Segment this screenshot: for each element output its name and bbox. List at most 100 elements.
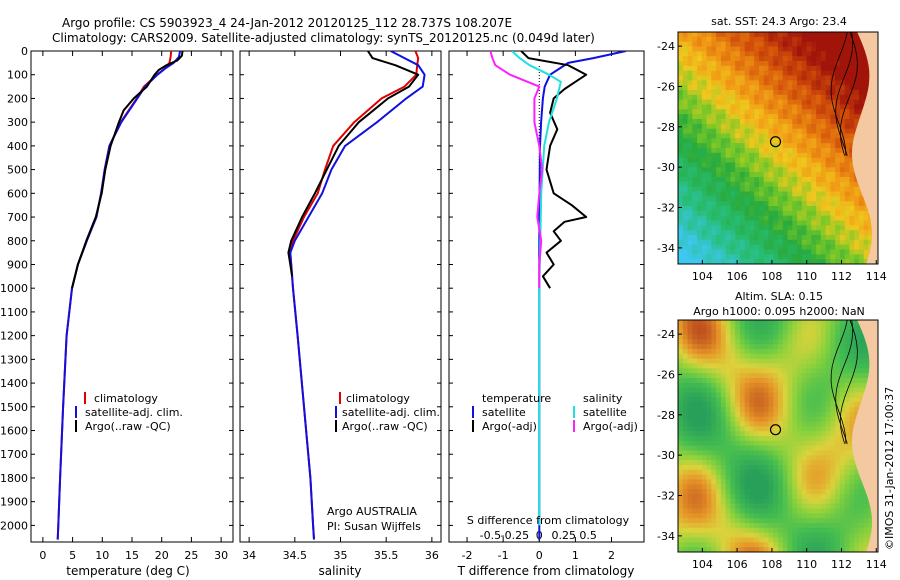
map-cell — [816, 114, 822, 120]
map-cell — [778, 90, 784, 96]
map-cell — [768, 450, 774, 456]
map-cell — [792, 167, 798, 173]
map-cell — [787, 51, 793, 57]
map-cell — [687, 249, 693, 255]
map-cell — [749, 230, 755, 236]
sst-map-title: sat. SST: 24.3 Argo: 23.4 — [711, 15, 847, 28]
map-cell — [773, 320, 779, 326]
map-cell — [697, 494, 703, 500]
map-cell — [744, 75, 751, 81]
map-cell — [773, 167, 779, 173]
map-cell — [839, 65, 846, 72]
map-cell — [868, 235, 874, 241]
map-cell — [768, 172, 774, 178]
lon-tick-label: 106 — [727, 270, 748, 283]
map-cell — [758, 523, 765, 529]
map-cell — [730, 320, 736, 326]
map-cell — [830, 469, 836, 476]
map-cell — [773, 407, 779, 413]
map-cell — [739, 56, 746, 62]
map-cell — [735, 440, 741, 447]
map-cell — [739, 85, 746, 91]
map-cell — [763, 215, 770, 222]
map-cell — [711, 249, 717, 255]
map-cell — [716, 542, 722, 548]
map-cell — [787, 421, 793, 427]
map-cell — [801, 56, 808, 62]
map-cell — [749, 527, 755, 534]
map-cell — [849, 349, 855, 355]
map-cell — [692, 349, 698, 355]
map-cell — [816, 138, 822, 144]
map-cell — [739, 349, 746, 355]
map-cell — [682, 368, 689, 374]
map-cell — [763, 373, 770, 379]
map-cell — [820, 479, 827, 485]
map-cell — [730, 426, 736, 432]
map-cell — [682, 334, 689, 340]
map-cell — [682, 220, 689, 226]
map-cell — [739, 436, 746, 442]
map-cell — [830, 32, 836, 38]
map-cell — [701, 397, 708, 403]
map-cell — [716, 407, 722, 413]
map-cell — [682, 32, 689, 38]
map-cell — [787, 426, 793, 432]
map-cell — [749, 181, 755, 188]
map-cell — [839, 358, 846, 365]
map-cell — [701, 426, 708, 432]
map-cell — [782, 181, 789, 188]
map-cell — [820, 465, 827, 471]
map-cell — [706, 109, 712, 115]
map-cell — [820, 349, 827, 355]
map-cell — [825, 36, 831, 43]
map-cell — [739, 450, 746, 456]
map-cell — [716, 498, 722, 505]
map-cell — [801, 32, 808, 38]
map-cell — [816, 254, 822, 260]
map-cell — [697, 157, 703, 164]
map-cell — [797, 99, 803, 106]
map-cell — [725, 109, 731, 115]
map-cell — [735, 172, 741, 178]
map-cell — [682, 498, 689, 505]
map-cell — [778, 324, 784, 331]
map-cell — [830, 460, 836, 466]
map-cell — [758, 235, 765, 241]
map-cell — [773, 235, 779, 241]
map-cell — [830, 56, 836, 62]
map-cell — [744, 402, 751, 408]
map-cell — [825, 56, 831, 62]
map-cell — [797, 196, 803, 202]
map-cell — [749, 148, 755, 154]
map-cell — [701, 61, 708, 67]
x-tick-label: -2 — [462, 549, 473, 562]
map-cell — [730, 133, 736, 139]
map-cell — [725, 537, 731, 543]
map-cell — [758, 196, 765, 202]
map-cell — [773, 440, 779, 447]
map-cell — [801, 353, 808, 360]
map-cell — [801, 65, 808, 72]
map-cell — [797, 368, 803, 374]
map-cell — [792, 349, 798, 355]
map-cell — [711, 196, 717, 202]
map-cell — [797, 119, 803, 125]
map-cell — [754, 508, 760, 514]
map-cell — [739, 123, 746, 130]
map-cell — [816, 215, 822, 222]
map-cell — [763, 387, 770, 394]
map-cell — [706, 363, 712, 369]
map-cell — [687, 162, 693, 168]
map-cell — [730, 411, 736, 418]
map-cell — [754, 479, 760, 485]
map-cell — [768, 411, 774, 418]
map-cell — [682, 65, 689, 72]
map-cell — [797, 460, 803, 466]
map-cell — [830, 373, 836, 379]
map-cell — [687, 368, 693, 374]
map-cell — [768, 329, 774, 336]
map-cell — [792, 143, 798, 149]
map-cell — [711, 70, 717, 77]
map-cell — [797, 56, 803, 62]
